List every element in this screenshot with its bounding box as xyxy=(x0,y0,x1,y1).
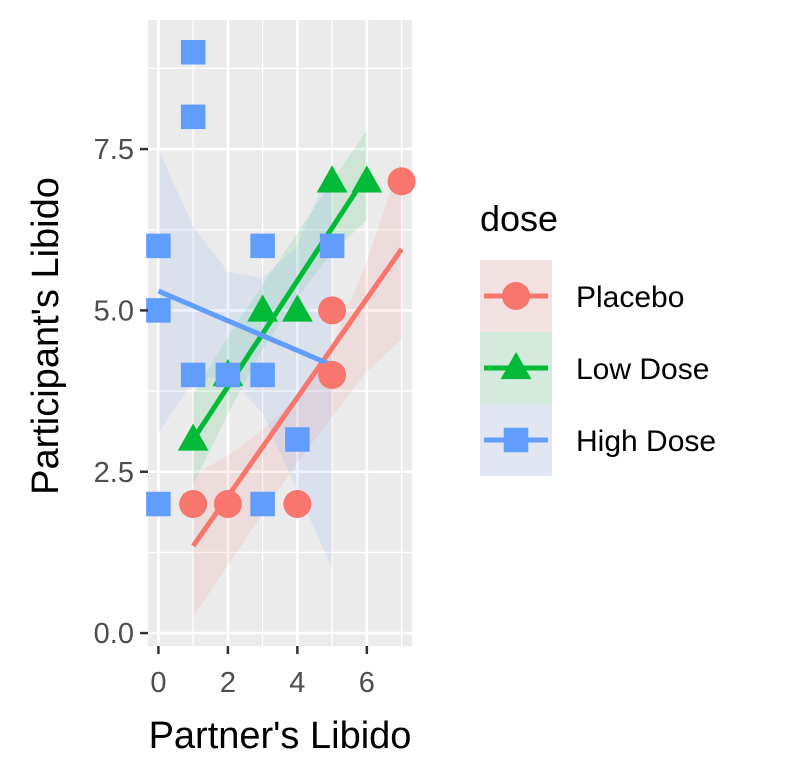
point-placebo xyxy=(283,490,312,519)
legend-title: dose xyxy=(480,198,558,239)
point-high-dose xyxy=(180,40,206,65)
fit-line-low-dose xyxy=(191,173,369,441)
legend: dose Placebo Low Dose High Dose xyxy=(480,198,716,476)
point-placebo xyxy=(318,360,347,389)
point-high-dose xyxy=(180,362,206,388)
plot-panel xyxy=(146,20,416,646)
point-placebo xyxy=(318,296,347,325)
point-low-dose xyxy=(247,294,279,322)
x-axis-title: Partner's Libido xyxy=(149,715,412,757)
point-placebo xyxy=(179,490,208,519)
legend-label-placebo: Placebo xyxy=(576,281,684,314)
point-high-dose xyxy=(285,427,310,452)
legend-key-marker-high-dose xyxy=(503,427,529,453)
y-tick-label: 0.0 xyxy=(94,618,134,650)
y-tick-label: 7.5 xyxy=(94,134,134,166)
y-tick-label: 2.5 xyxy=(94,457,134,489)
x-tick-label: 2 xyxy=(220,667,236,699)
y-tick-label: 5.0 xyxy=(94,295,134,327)
point-low-dose xyxy=(351,165,383,193)
point-low-dose xyxy=(316,165,348,193)
point-high-dose xyxy=(250,362,275,388)
point-high-dose xyxy=(180,104,206,130)
point-low-dose xyxy=(177,423,209,451)
point-high-dose xyxy=(250,233,275,259)
point-placebo xyxy=(213,490,242,519)
x-tick-label: 0 xyxy=(150,667,166,699)
point-high-dose xyxy=(146,233,171,259)
point-high-dose xyxy=(146,298,171,323)
point-high-dose xyxy=(215,362,241,388)
x-tick-label: 6 xyxy=(359,667,375,699)
point-high-dose xyxy=(146,491,171,517)
legend-key-marker-low-dose xyxy=(500,352,532,380)
point-low-dose xyxy=(281,294,313,322)
legend-key-marker-placebo xyxy=(502,282,530,310)
point-placebo xyxy=(387,167,416,196)
x-tick-label: 4 xyxy=(289,667,305,699)
legend-label-low-dose: Low Dose xyxy=(576,353,709,386)
point-high-dose xyxy=(250,491,275,517)
fit-line-high-dose xyxy=(157,288,334,368)
data-points xyxy=(146,40,416,519)
point-high-dose xyxy=(319,233,345,259)
legend-label-high-dose: High Dose xyxy=(576,425,716,458)
y-axis-title: Participant's Libido xyxy=(25,177,67,495)
axes: 0 2 4 6 0.0 2.5 5.0 7.5 xyxy=(94,134,375,699)
band-placebo xyxy=(193,158,402,617)
